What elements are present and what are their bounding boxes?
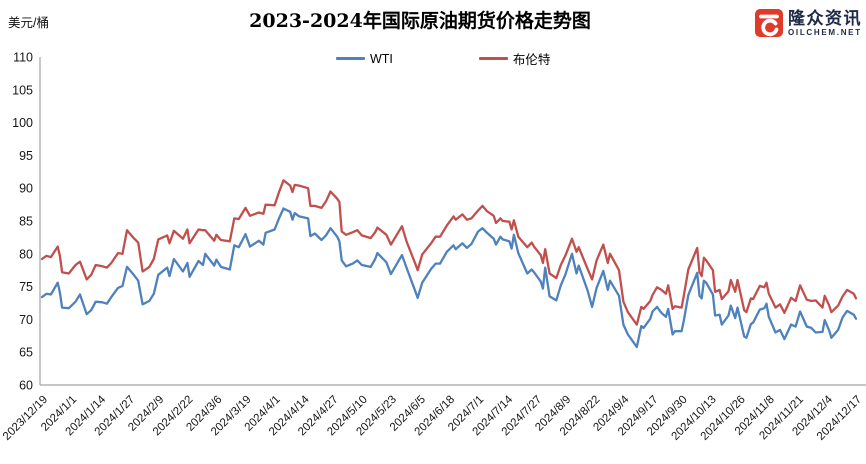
legend: WTI 布伦特: [336, 49, 550, 68]
series-line-brent: [40, 179, 858, 326]
brent-line-swatch-icon: [478, 57, 508, 60]
logo-brand-en: OILCHEM.NET: [788, 27, 862, 37]
wti-line-swatch-icon: [336, 57, 365, 60]
oilchem-logo: 隆众资讯 OILCHEM.NET: [755, 9, 862, 37]
y-tick-label: 95: [19, 149, 33, 163]
series-line-wti: [40, 207, 858, 349]
legend-label-wti: WTI: [370, 51, 393, 66]
logo-brand-cn: 隆众资讯: [788, 8, 862, 28]
y-tick-label: 60: [19, 379, 33, 393]
y-tick-label: 80: [19, 247, 33, 261]
legend-label-brent: 布伦特: [512, 53, 551, 67]
y-tick-label: 90: [19, 182, 33, 196]
y-tick-label: 100: [12, 116, 33, 130]
y-tick-label: 105: [12, 83, 33, 97]
legend-item-brent: 布伦特: [478, 49, 551, 68]
x-tick-label: 2023/12/19: [1, 394, 50, 443]
legend-item-wti: WTI: [336, 52, 393, 66]
y-axis-unit-label: 美元/桶: [8, 16, 49, 30]
y-tick-label: 65: [19, 346, 33, 360]
page-title: 2023-2024年国际原油期货价格走势图: [249, 10, 591, 32]
y-tick-label: 70: [19, 313, 33, 327]
y-tick-label: 75: [19, 280, 33, 294]
y-tick-label: 110: [13, 51, 33, 65]
oilchem-e-icon: [755, 9, 783, 37]
y-tick-label: 85: [19, 215, 33, 229]
